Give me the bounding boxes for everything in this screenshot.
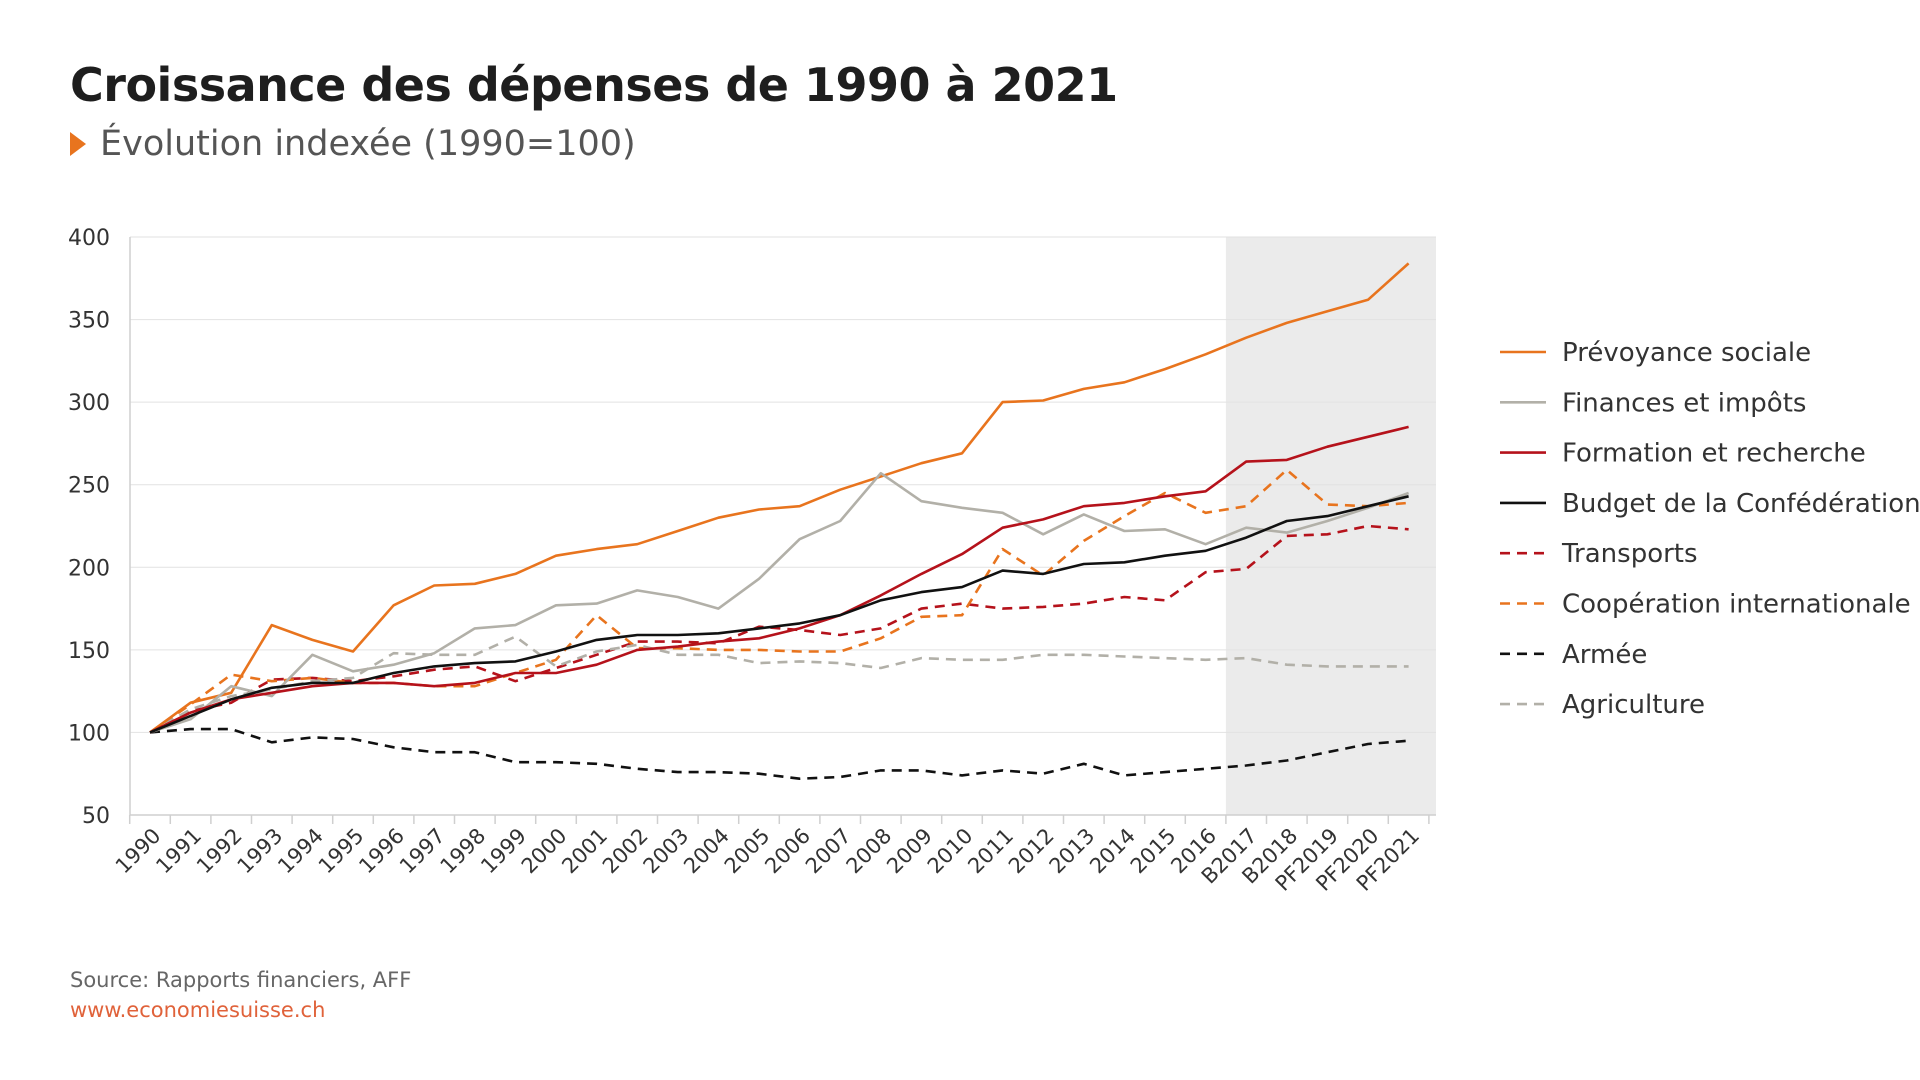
legend-label: Formation et recherche xyxy=(1562,439,1866,469)
x-tick-label: 1996 xyxy=(354,824,409,879)
legend-label: Transports xyxy=(1561,539,1698,569)
x-tick-label: 2003 xyxy=(639,824,694,879)
y-tick-label: 350 xyxy=(68,309,110,334)
x-tick-label: 2012 xyxy=(1004,824,1059,879)
x-tick-label: 2004 xyxy=(679,824,734,879)
x-tick-label: 2001 xyxy=(557,824,612,879)
triangle-bullet-icon xyxy=(70,132,86,156)
x-tick-label: 1995 xyxy=(314,824,369,879)
y-tick-label: 400 xyxy=(68,226,110,251)
chart-title: Croissance des dépenses de 1990 à 2021 xyxy=(70,58,1118,112)
series-line-prevoyance-sociale xyxy=(149,262,1410,734)
source-note: Source: Rapports financiers, AFF xyxy=(70,968,412,992)
x-tick-label: 2002 xyxy=(598,824,653,879)
y-tick-label: 300 xyxy=(68,391,110,416)
series-line-agriculture xyxy=(149,635,1409,734)
chart-subtitle-text: Évolution indexée (1990=100) xyxy=(100,124,636,164)
x-tick-label: 2013 xyxy=(1045,824,1100,879)
x-tick-label: 1999 xyxy=(476,824,531,879)
x-tick-label: 1998 xyxy=(436,824,491,879)
y-tick-label: 200 xyxy=(68,556,110,581)
y-tick-label: 250 xyxy=(68,474,110,499)
series-line-cooperation-internationale xyxy=(149,468,1409,734)
legend-label: Prévoyance sociale xyxy=(1562,338,1811,368)
x-tick-label: 2005 xyxy=(720,824,775,879)
x-tick-label: 2015 xyxy=(1126,824,1181,879)
y-tick-label: 150 xyxy=(68,639,110,664)
x-tick-label: 1997 xyxy=(395,824,450,879)
legend-label: Coopération internationale xyxy=(1562,590,1911,620)
legend-label: Armée xyxy=(1562,640,1647,670)
x-tick-label: 2009 xyxy=(882,824,937,879)
x-tick-label: 1993 xyxy=(233,824,288,879)
legend-label: Finances et impôts xyxy=(1562,388,1806,418)
legend-label: Agriculture xyxy=(1562,690,1705,720)
series-line-finances-et-impots xyxy=(149,471,1410,734)
x-tick-label: 2006 xyxy=(760,824,815,879)
x-tick-label: 2007 xyxy=(801,824,856,879)
x-tick-label: 2014 xyxy=(1085,824,1140,879)
x-tick-label: 1991 xyxy=(151,824,206,879)
series-line-budget-de-la-confederation xyxy=(149,495,1409,734)
x-tick-label: 1994 xyxy=(273,824,328,879)
chart-subtitle: Évolution indexée (1990=100) xyxy=(70,124,636,164)
y-tick-label: 50 xyxy=(82,804,110,829)
series-line-formation-et-recherche xyxy=(149,425,1409,734)
series-line-armee xyxy=(149,727,1409,781)
x-tick-label: 1990 xyxy=(111,824,166,879)
x-tick-label: 2011 xyxy=(963,824,1018,879)
series-line-transports xyxy=(149,524,1409,734)
legend-label: Budget de la Confédération xyxy=(1562,489,1920,519)
x-tick-label: 2008 xyxy=(842,824,897,879)
source-url-link[interactable]: www.economiesuisse.ch xyxy=(70,998,326,1022)
x-tick-label: 1992 xyxy=(192,824,247,879)
y-tick-label: 100 xyxy=(68,721,110,746)
x-tick-label: 2010 xyxy=(923,824,978,879)
x-tick-label: 2000 xyxy=(517,824,572,879)
forecast-shaded-region xyxy=(1225,237,1436,815)
